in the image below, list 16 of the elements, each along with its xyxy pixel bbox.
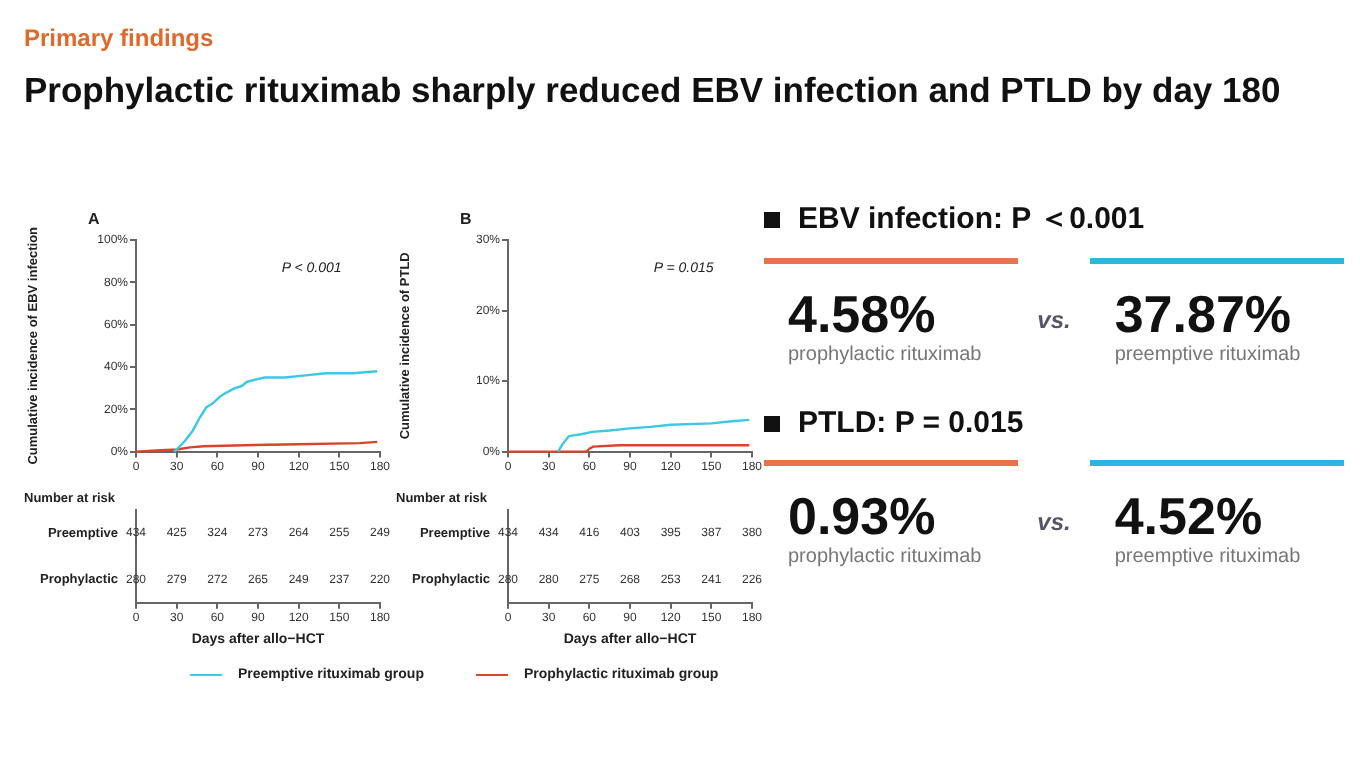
text: PTLD: P = 0.015 <box>798 406 1024 440</box>
text: Prophylactic rituximab sharply reduced EBV infection and PTLD by day 180 <box>24 70 1281 112</box>
category-label: preemptive rituximab <box>1114 344 1303 366</box>
text: 4.52% <box>1114 486 1263 546</box>
category-label: preemptive rituximab <box>1114 546 1303 568</box>
text: B <box>460 210 472 228</box>
category-label: prophylactic rituximab <box>788 344 984 366</box>
text: 0.93% <box>788 486 936 546</box>
text: vs. <box>1035 506 1073 536</box>
chart-subtitle: Primary findings <box>24 24 214 52</box>
category-label: prophylactic rituximab <box>788 546 984 568</box>
text: 4.58% <box>788 284 936 344</box>
text: 37.87% <box>1114 284 1292 344</box>
text: vs. <box>1035 304 1073 334</box>
text: EBV infection: P ＜0.001 <box>798 200 1145 238</box>
text: A <box>88 210 100 228</box>
